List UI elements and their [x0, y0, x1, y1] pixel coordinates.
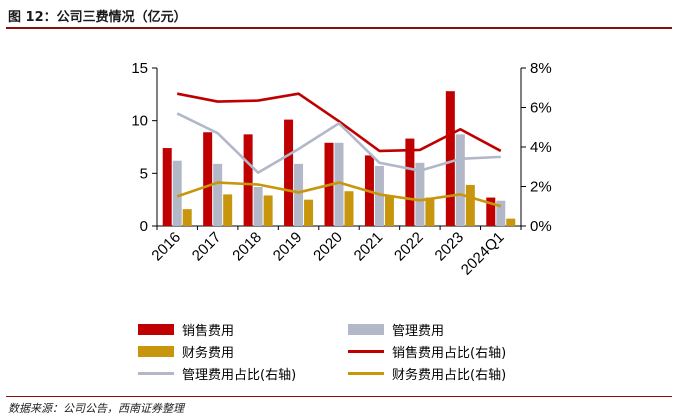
left-tick-label: 0: [140, 218, 148, 235]
x-tick-label: 2021: [351, 229, 387, 265]
left-tick-label: 15: [131, 60, 148, 77]
legend-swatch-sales: [138, 324, 174, 335]
bar-admin: [455, 134, 465, 226]
bar-admin: [172, 160, 182, 226]
bar-sales: [284, 119, 294, 226]
legend-label-admin-line: 管理费用占比(右轴): [182, 368, 297, 383]
bar-admin: [415, 162, 425, 226]
x-tick-label: 2022: [391, 229, 427, 265]
bar-admin: [253, 187, 263, 226]
left-tick-label: 5: [140, 165, 148, 182]
legend-line-sales: [348, 350, 384, 353]
bar-admin: [213, 163, 223, 226]
x-tick-label: 2016: [148, 229, 184, 265]
x-tick-label: 2018: [229, 229, 265, 265]
bottom-divider: [6, 396, 672, 397]
legend-label-sales-bar: 销售费用: [182, 324, 235, 339]
right-tick-label: 8%: [530, 60, 552, 77]
legend-line-finance: [348, 372, 384, 375]
bar-sales: [243, 134, 253, 226]
source-note: 数据来源：公司公告，西南证券整理: [8, 402, 184, 415]
bar-finance: [384, 196, 394, 226]
right-tick-label: 4%: [530, 139, 552, 156]
line-admin-ratio: [176, 112, 501, 174]
right-tick-label: 6%: [530, 100, 552, 117]
bar-admin: [334, 142, 344, 226]
bars: [162, 91, 516, 226]
legend-admin-bar: 管理费用: [348, 320, 444, 339]
title-divider: [6, 27, 672, 29]
bar-finance: [465, 184, 475, 226]
lines: [176, 92, 502, 208]
bar-finance: [506, 218, 516, 226]
x-tick-label: 2023: [432, 229, 468, 265]
legend-finance-line: 财务费用占比(右轴): [348, 364, 506, 383]
legend-swatch-finance: [138, 346, 174, 357]
bar-finance: [223, 194, 233, 226]
right-tick-label: 0%: [530, 218, 552, 235]
bar-sales: [405, 138, 415, 226]
bar-admin: [294, 163, 304, 226]
legend-swatch-admin: [348, 324, 384, 335]
bar-admin: [496, 200, 506, 226]
legend-admin-line: 管理费用占比(右轴): [138, 364, 296, 383]
legend-label-finance-bar: 财务费用: [182, 346, 235, 361]
bar-finance: [263, 195, 273, 226]
x-tick-label: 2019: [270, 229, 306, 265]
left-tick-label: 10: [131, 113, 148, 130]
legend-label-sales-line: 销售费用占比(右轴): [392, 346, 507, 361]
line-sales-ratio: [176, 92, 502, 153]
right-tick-label: 2%: [530, 179, 552, 196]
bar-finance: [344, 191, 354, 226]
bar-sales: [486, 197, 496, 226]
legend-finance-bar: 财务费用: [138, 342, 234, 361]
bar-finance: [182, 209, 192, 226]
legend-sales-bar: 销售费用: [138, 320, 234, 339]
bar-sales: [203, 132, 213, 226]
legend-label-admin-bar: 管理费用: [392, 324, 445, 339]
legend-label-finance-line: 财务费用占比(右轴): [392, 368, 507, 383]
x-tick-label: 2020: [310, 229, 346, 265]
bar-sales: [445, 91, 455, 226]
bar-finance: [304, 199, 314, 226]
bar-finance: [425, 197, 435, 226]
legend-sales-line: 销售费用占比(右轴): [348, 342, 506, 361]
bar-sales: [162, 148, 172, 226]
legend-line-admin: [138, 372, 174, 375]
bar-admin: [374, 165, 384, 226]
figure-title: 图 12：公司三费情况（亿元）: [8, 10, 187, 25]
x-tick-label: 2017: [189, 229, 225, 265]
line-finance-ratio: [176, 181, 502, 208]
x-tick-label: 2024Q1: [458, 229, 508, 279]
